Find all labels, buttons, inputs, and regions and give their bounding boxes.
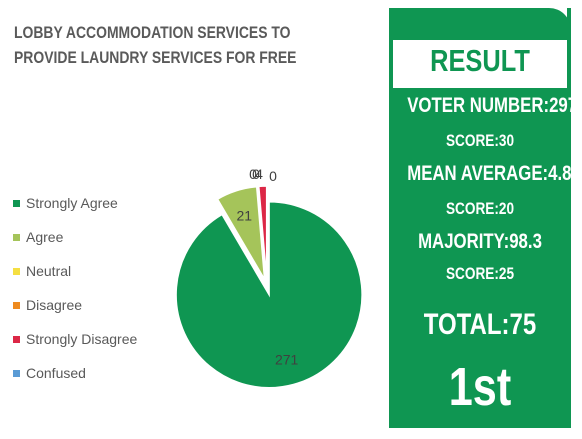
legend-label-neutral: Neutral [26,263,72,279]
pie-slice-agree [216,185,266,280]
legend-label-strongly-disagree: Strongly Disagree [26,331,138,347]
chart-title-line-1: LOBBY ACCOMMODATION SERVICES TO [14,23,291,42]
score-2-text: SCORE:20 [445,199,515,218]
data-label-disagree: 0 [252,166,260,182]
data-label-strongly-agree: 271 [275,351,299,367]
legend-swatch-confused [13,369,20,377]
result-box: VOTER NUMBER:297 SCORE:30 MEAN AVERAGE:4… [389,88,581,428]
legend-label-disagree: Disagree [26,297,83,313]
legend-swatch-disagree [13,301,20,309]
legend-item-confused: Confused [13,356,137,390]
data-label-confused: 0 [269,168,277,184]
chart-title-line-2: PROVIDE LAUNDRY SERVICES FOR FREE [14,48,297,67]
rank-text: 1st [448,357,512,417]
data-label-neutral: 0 [249,166,257,182]
data-label-strongly-disagree: 4 [255,166,263,182]
legend-swatch-strongly-agree [13,199,20,207]
legend-swatch-agree [13,233,20,241]
legend-item-strongly-agree: Strongly Agree [13,186,137,220]
legend-swatch-strongly-disagree [13,335,20,343]
data-label-agree: 21 [237,208,253,224]
result-title: RESULT [430,43,530,78]
majority-text: MAJORITY:98.3 [418,230,542,253]
total-text: TOTAL:75 [423,308,537,341]
chart-legend: Strongly Agree Agree Neutral Disagree St… [13,186,137,390]
result-panel-tab [389,8,571,40]
pie-slice-strongly-disagree [257,185,268,280]
voter-number-text: VOTER NUMBER:297 [407,94,578,117]
score-3-text: SCORE:25 [445,264,515,283]
legend-swatch-neutral [13,267,20,275]
legend-item-neutral: Neutral [13,254,137,288]
legend-item-disagree: Disagree [13,288,137,322]
mean-average-text: MEAN AVERAGE:4.87 [407,162,581,185]
legend-item-agree: Agree [13,220,137,254]
legend-label-strongly-agree: Strongly Agree [26,195,118,211]
pie-slice-strongly-agree [175,200,363,389]
legend-label-confused: Confused [26,365,86,381]
score-1-text: SCORE:30 [445,131,515,150]
chart-title: LOBBY ACCOMMODATION SERVICES TO PROVIDE … [14,20,297,70]
legend-label-agree: Agree [26,229,64,245]
legend-item-strongly-disagree: Strongly Disagree [13,322,137,356]
